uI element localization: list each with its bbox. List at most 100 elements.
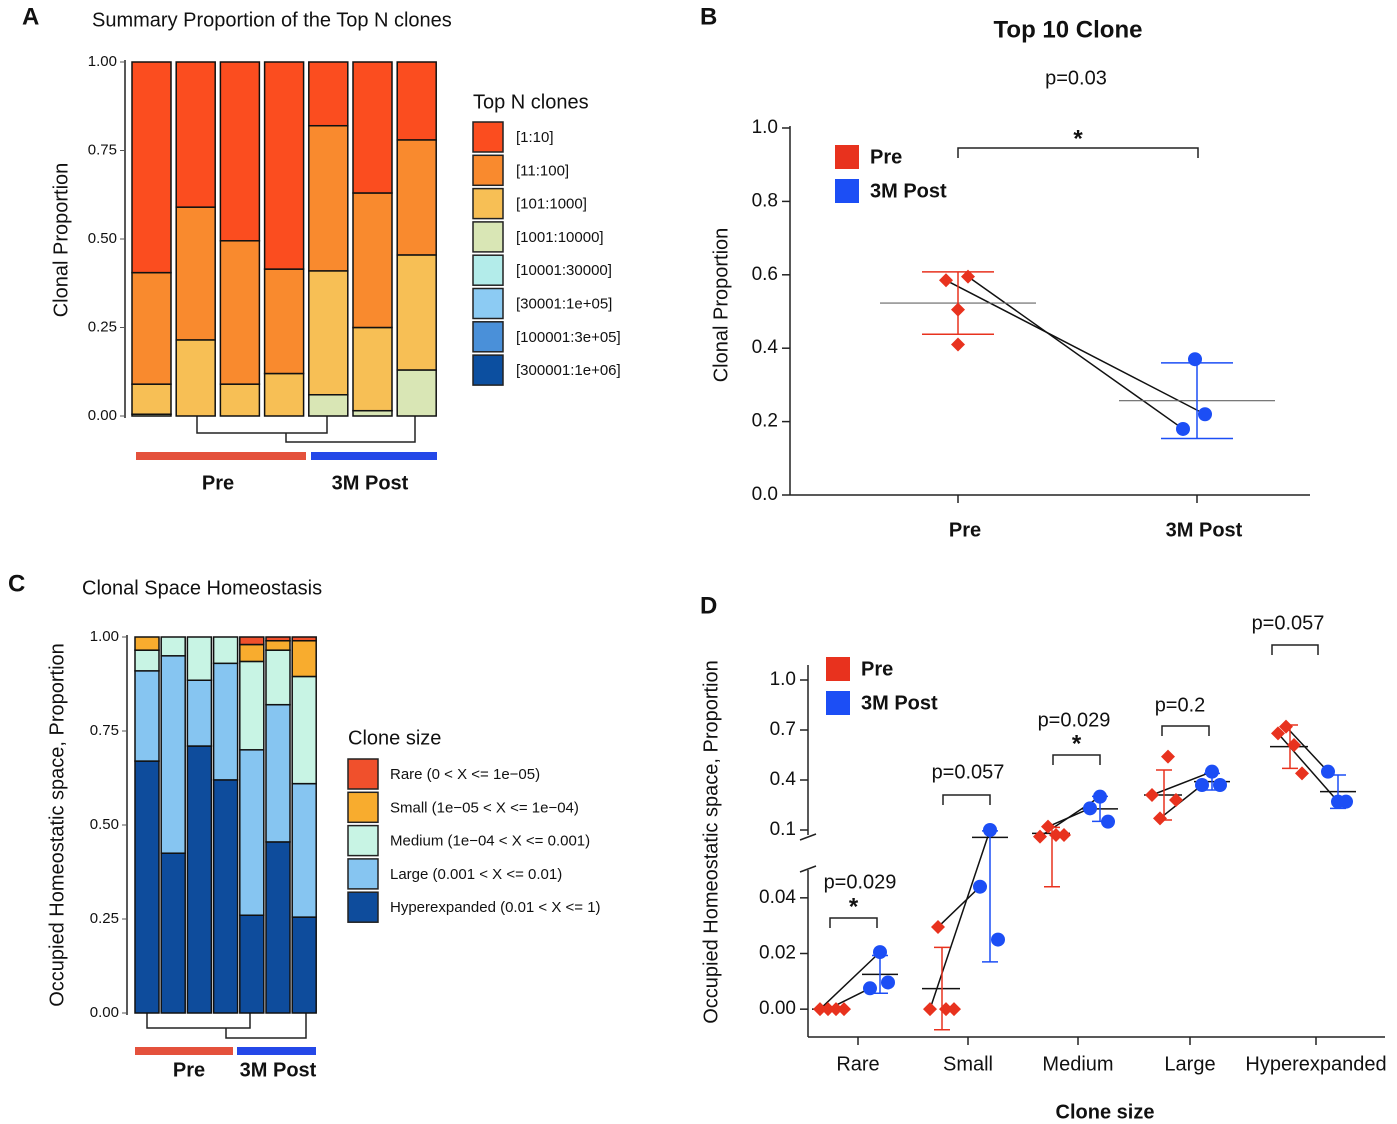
y-tick-label: 1.00	[88, 53, 117, 70]
panel-label: C	[8, 570, 25, 597]
y-tick-label: 0.75	[90, 722, 119, 739]
pair-line	[819, 951, 881, 1010]
data-point	[1321, 764, 1335, 779]
bar-segment	[291, 916, 317, 1014]
data-point	[1153, 811, 1167, 826]
data-point	[939, 1002, 953, 1017]
bracket	[1161, 725, 1210, 736]
significance: *	[849, 893, 859, 920]
group-bar	[136, 452, 306, 460]
y-tick-label: 0.50	[88, 230, 117, 247]
x-tick-label: 3M Post	[1166, 519, 1243, 541]
data-point	[923, 1002, 937, 1017]
x-tick-label: Small	[943, 1053, 993, 1075]
legend-label: Medium (1e−04 < X <= 0.001)	[390, 833, 590, 850]
chart-title: Summary Proportion of the Top N clones	[92, 9, 452, 31]
bar-segment	[352, 192, 393, 329]
data-point	[881, 975, 895, 990]
bar-segment	[291, 640, 317, 678]
data-point	[1041, 819, 1055, 834]
panel-label: D	[700, 592, 717, 619]
bar-segment	[134, 649, 160, 672]
data-point	[939, 273, 953, 288]
legend-swatch	[472, 121, 504, 153]
bar-segment	[396, 369, 437, 417]
legend-label: [30001:1e+05]	[516, 295, 612, 312]
legend-label: [1001:10000]	[516, 229, 604, 246]
legend-swatch	[826, 691, 850, 715]
y-tick-label: 0.04	[759, 887, 796, 908]
data-point	[961, 269, 975, 284]
legend-label: 3M Post	[870, 180, 947, 202]
y-tick-label: 0.0	[752, 484, 778, 505]
legend-swatch	[472, 254, 504, 286]
y-axis-label: Occupied Homeostatic space, Proportion	[46, 643, 68, 1007]
data-point	[951, 337, 965, 352]
bar-segment	[352, 409, 393, 417]
p-value: p=0.029	[1038, 709, 1111, 731]
bar-segment	[308, 270, 349, 396]
data-point	[1169, 793, 1183, 807]
y-tick-label: 0.1	[770, 819, 796, 840]
data-point	[1271, 726, 1285, 741]
data-point	[1093, 789, 1107, 804]
bar-segment	[265, 703, 291, 843]
x-axis-label: Clone size	[1056, 1101, 1155, 1123]
bar-segment	[239, 643, 265, 663]
legend-swatch	[472, 187, 504, 220]
bar-segment	[212, 779, 239, 1014]
significance: *	[1072, 730, 1082, 757]
legend-label: Rare (0 < X <= 1e−05)	[390, 766, 540, 783]
bar-segment	[160, 655, 186, 854]
bar-segment	[134, 760, 160, 1014]
bracket	[942, 794, 991, 805]
data-point	[813, 1002, 827, 1017]
bar-segment	[219, 61, 261, 242]
data-point	[973, 879, 987, 894]
bar-segment	[219, 383, 261, 417]
data-point	[931, 920, 945, 935]
group-label: 3M Post	[332, 472, 409, 494]
data-point	[829, 1002, 843, 1017]
bar-segment	[239, 660, 265, 751]
legend-label: Pre	[861, 658, 893, 680]
group-label: 3M Post	[240, 1059, 317, 1081]
bar-segment	[239, 749, 265, 916]
significance: *	[1073, 125, 1083, 152]
bar-segment	[263, 372, 305, 417]
y-tick-label: 0.00	[759, 998, 796, 1019]
bar-segment	[160, 636, 186, 657]
legend-swatch	[826, 657, 850, 681]
y-tick-label: 0.75	[88, 141, 117, 158]
y-tick-label: 0.25	[88, 318, 117, 335]
panel-label: A	[22, 3, 39, 30]
group-bar	[135, 1047, 233, 1055]
pair-line	[1151, 770, 1213, 796]
legend-swatch	[347, 824, 379, 857]
bar-segment	[291, 636, 317, 642]
x-tick-label: Rare	[836, 1053, 879, 1075]
data-point	[1083, 801, 1097, 816]
y-tick-label: 0.25	[90, 910, 119, 927]
p-value: p=0.057	[932, 761, 1005, 783]
bar-segment	[175, 206, 216, 341]
y-tick-label: 0.4	[770, 769, 797, 790]
data-point	[1198, 407, 1212, 422]
bar-segment	[239, 914, 265, 1014]
bar-segment	[291, 782, 317, 918]
bar-segment	[131, 271, 172, 385]
data-point	[1188, 352, 1202, 367]
data-point	[863, 981, 877, 996]
legend-label: [300001:1e+06]	[516, 362, 621, 379]
legend-swatch	[472, 354, 504, 386]
dendrogram	[196, 416, 416, 443]
data-point	[873, 945, 887, 960]
y-tick-label: 0.00	[88, 407, 117, 424]
bar-segment	[265, 636, 291, 642]
y-tick-label: 0.7	[770, 719, 796, 740]
bar-segment	[219, 240, 261, 385]
legend-label: [11:100]	[516, 162, 569, 179]
y-tick-label: 0.4	[752, 337, 779, 358]
error-bar	[934, 946, 950, 1031]
bar-segment	[134, 670, 160, 762]
